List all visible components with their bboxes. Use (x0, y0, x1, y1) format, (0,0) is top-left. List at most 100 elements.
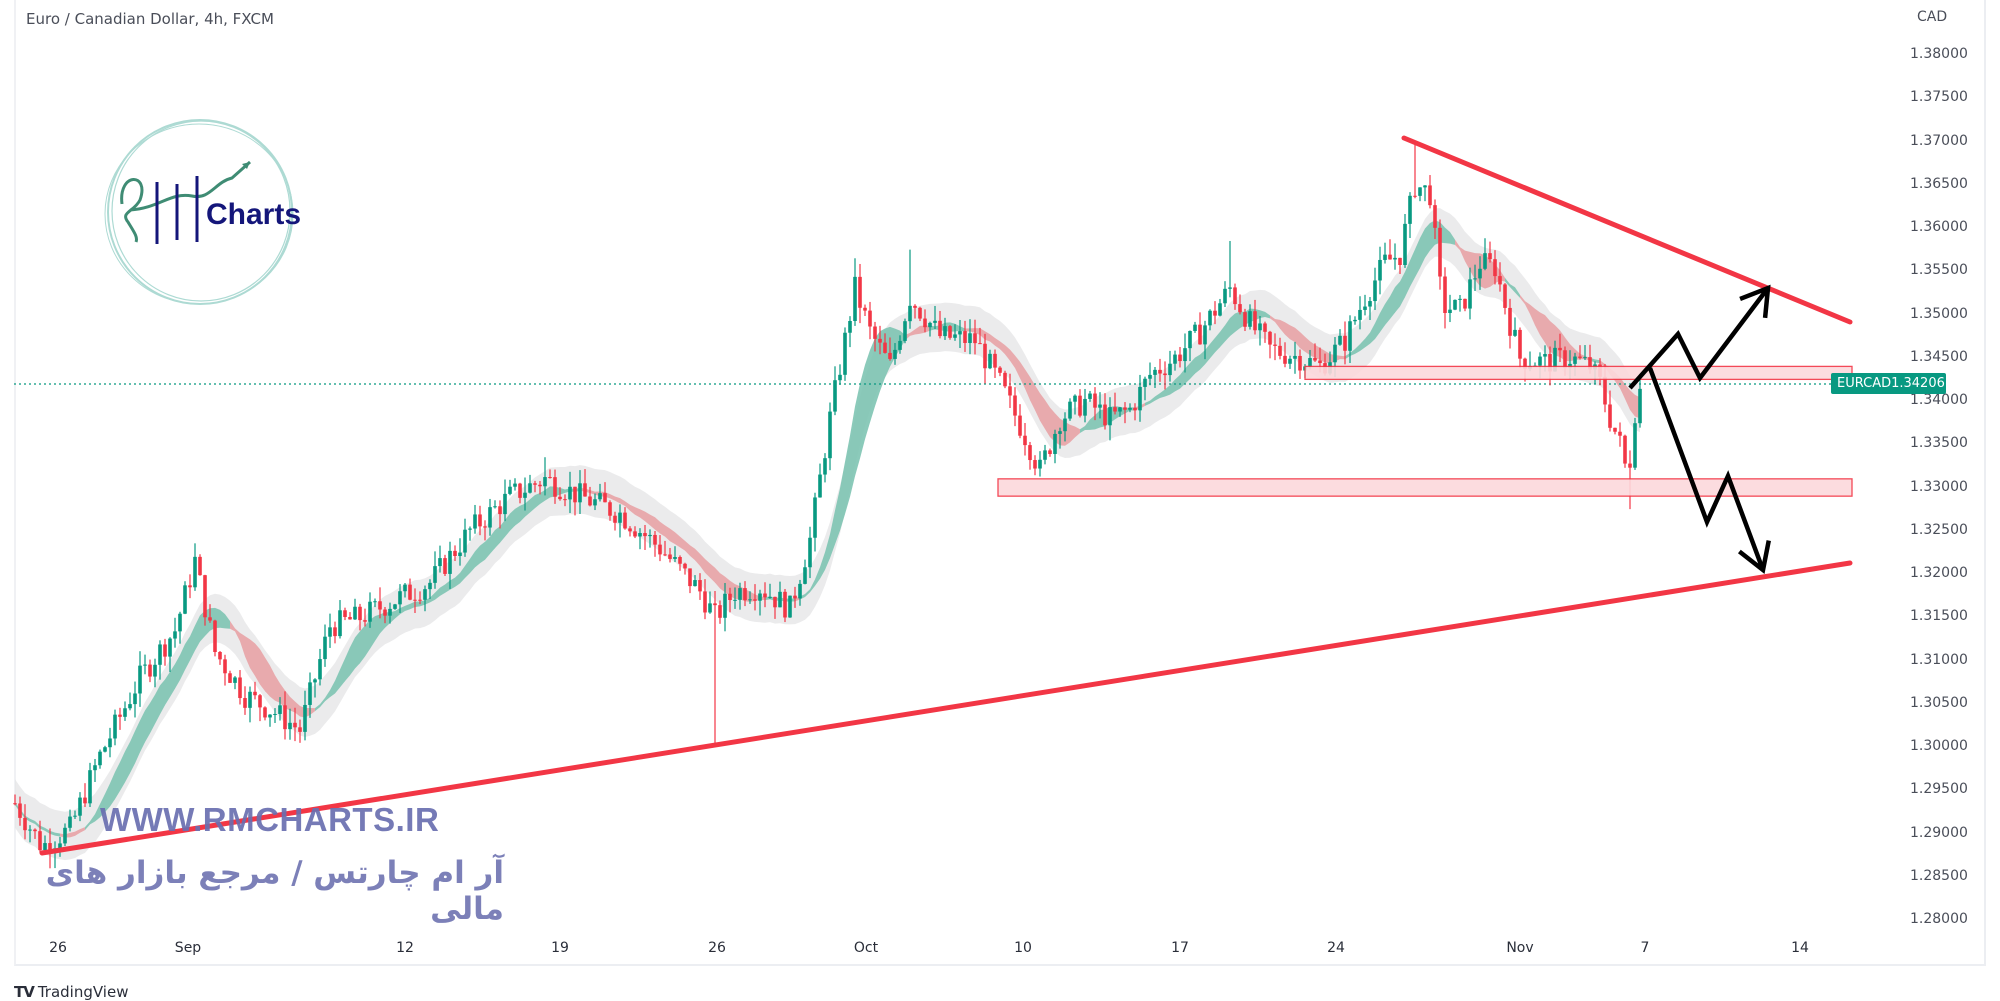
candle (233, 676, 237, 690)
candle (588, 486, 592, 507)
price-tick: 1.35500 (1910, 262, 1968, 279)
candle (623, 507, 627, 530)
candle (828, 402, 832, 471)
candle (493, 500, 497, 509)
watermark-url: WWW.RMCHARTS.IR (100, 801, 440, 838)
candle (173, 617, 177, 648)
candle (108, 727, 112, 758)
price-tick: 1.29000 (1910, 824, 1968, 841)
candle (1173, 350, 1177, 371)
price-tick: 1.29500 (1910, 781, 1968, 798)
chart-pane[interactable] (14, 0, 1986, 966)
candle (1463, 298, 1467, 312)
candle (1093, 387, 1097, 421)
candle (763, 582, 767, 608)
candle (1003, 370, 1007, 389)
candle (1018, 404, 1022, 439)
candle (1223, 281, 1227, 308)
candle (633, 526, 637, 539)
candle (413, 588, 417, 613)
time-tick: Nov (1506, 940, 1534, 956)
ma-band-layer (15, 208, 1640, 861)
candle (1438, 219, 1442, 290)
candle (1298, 349, 1302, 379)
candle (753, 584, 757, 611)
candle (408, 578, 412, 601)
bullish-scenario-arrow[interactable] (1628, 286, 1770, 390)
candle (713, 590, 717, 746)
candle (848, 316, 852, 348)
candle (538, 480, 542, 495)
candle (198, 554, 202, 576)
candle (68, 809, 72, 832)
candle (88, 762, 92, 807)
candle (1053, 429, 1057, 464)
logo-ring-icon (104, 119, 294, 305)
ma-envelope-band (15, 208, 1640, 861)
price-tick: 1.37500 (1910, 89, 1968, 106)
candle (883, 333, 887, 354)
candle (758, 589, 762, 616)
time-tick: 26 (49, 940, 67, 956)
candle (378, 587, 382, 619)
candle (1358, 296, 1362, 330)
candle (78, 792, 82, 822)
candle (1073, 394, 1077, 415)
logo-text: Charts (206, 198, 301, 231)
bearish-scenario-arrow-arrowhead-icon[interactable] (1737, 540, 1771, 575)
resistance-zone[interactable] (1304, 365, 1853, 381)
candle (773, 596, 777, 619)
candle (1518, 327, 1522, 368)
candle (1118, 406, 1122, 417)
candle (1288, 355, 1292, 369)
candle (1183, 333, 1187, 373)
bullish-scenario-arrow-arrowhead-icon[interactable] (1739, 284, 1771, 319)
candle (768, 583, 772, 599)
candle (1353, 316, 1357, 325)
bearish-scenario-arrow[interactable] (1647, 367, 1766, 571)
descending-trendline[interactable] (1401, 135, 1853, 325)
candle (988, 349, 992, 370)
candle (93, 758, 97, 783)
candle (553, 469, 557, 504)
candle (938, 310, 942, 339)
drawings-layer[interactable] (39, 135, 1853, 856)
price-tick: 1.34000 (1910, 392, 1968, 408)
candle (903, 318, 907, 344)
candle (1503, 283, 1507, 315)
support-zone[interactable] (997, 478, 1853, 497)
candle (148, 659, 152, 683)
candle (1243, 308, 1247, 332)
candle (1388, 239, 1392, 260)
candle (608, 500, 612, 521)
candle (193, 543, 197, 591)
candle (1378, 246, 1382, 295)
candle (1103, 393, 1107, 430)
candle (993, 349, 997, 378)
candle (1063, 412, 1067, 442)
ascending-trendline[interactable] (39, 560, 1853, 856)
candle (1088, 390, 1092, 402)
tradingview-logo[interactable]: 𝗧𝗩 TradingView (14, 983, 128, 1001)
candle (328, 613, 332, 648)
candle (58, 836, 62, 857)
candle (833, 366, 837, 416)
candle (1233, 283, 1237, 310)
candle (1373, 267, 1377, 310)
candle (63, 823, 67, 847)
time-tick: 10 (1014, 940, 1032, 956)
candle (688, 568, 692, 594)
price-tick: 1.28000 (1910, 911, 1968, 927)
candle (278, 697, 282, 721)
candle (1493, 250, 1497, 285)
candle (363, 608, 367, 627)
price-axis-currency: CAD (1917, 9, 1948, 25)
candle (458, 538, 462, 566)
candle (1143, 376, 1147, 401)
candle (418, 591, 422, 605)
candle (273, 708, 277, 724)
candle (683, 562, 687, 575)
candle (1023, 423, 1027, 456)
candle (1558, 333, 1562, 362)
